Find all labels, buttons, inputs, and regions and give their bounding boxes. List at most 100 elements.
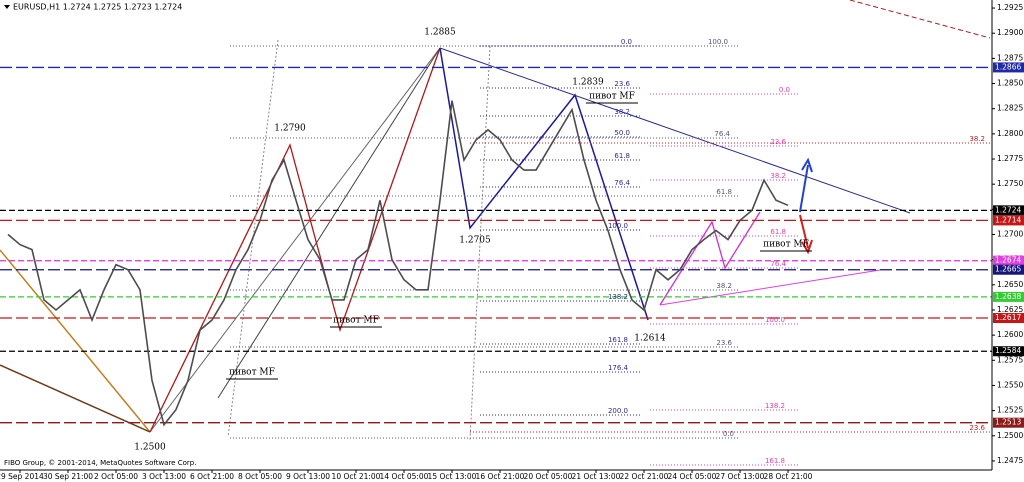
x-tick-label: 21 Oct 13:00: [572, 472, 621, 481]
y-tick-label: 1.2750: [997, 179, 1023, 188]
fib-label: 61.8: [614, 152, 630, 160]
y-tick-label: 1.2475: [997, 456, 1023, 465]
fib-label: 23.6: [614, 80, 630, 88]
plot: [7, 100, 789, 427]
fib-label: 76.4: [770, 260, 786, 268]
trend-line: [149, 47, 441, 433]
fib-label: 100.0: [608, 222, 628, 230]
y-tick-label: 1.2625: [997, 305, 1023, 314]
price-axis-bg: [992, 0, 1024, 482]
y-tick-label: 1.2800: [997, 129, 1023, 138]
price-line: [7, 100, 789, 427]
y-tick-label: 1.2650: [997, 280, 1023, 289]
copyright: FIBO Group, © 2001-2014, MetaQuotes Soft…: [4, 459, 196, 467]
y-tick-label: 1.2525: [997, 406, 1023, 415]
fibs: 0.0 23.6 38.2 50.0 61.8 76.4 100.0 138.2 161.8 17…: [230, 38, 992, 466]
zigzag: [149, 47, 441, 433]
fib-line: [469, 45, 491, 441]
annotation: пивот MF: [229, 368, 275, 378]
trend-line: [0, 249, 151, 433]
x-tick-label: 27 Oct 13:00: [716, 472, 765, 481]
y-tick-label: 1.2875: [997, 53, 1023, 62]
annotation: пивот MF: [589, 92, 635, 102]
trend-line: [217, 47, 441, 399]
fib-label: 200.0: [608, 407, 628, 415]
x-tick-label: 24 Oct 05:00: [668, 472, 717, 481]
x-tick-label: 22 Oct 21:00: [620, 472, 669, 481]
fib-label: 38.2: [969, 135, 985, 143]
fib-label: 100.0: [708, 38, 728, 46]
level-label: 1.2584: [995, 346, 1021, 355]
fib-label: 0.0: [779, 86, 790, 94]
annotation: 1.2705: [459, 236, 491, 246]
menu-triangle: [4, 5, 10, 9]
level-box: [993, 62, 1024, 73]
level-box: [993, 346, 1024, 357]
fib-label: 138.2: [608, 293, 628, 301]
fib-label: 76.4: [714, 130, 730, 138]
fib-label: 38.2: [716, 282, 732, 290]
annotation: 1.2500: [134, 443, 166, 453]
annotation: 1.2790: [274, 124, 306, 134]
fib-label: 50.0: [614, 129, 630, 137]
level-label: 1.2724: [995, 205, 1021, 214]
y-tick-label: 1.2500: [997, 431, 1023, 440]
trend-line: [439, 47, 911, 214]
fib-label: 138.2: [765, 402, 785, 410]
trend-line: [659, 269, 881, 306]
y-tick-label: 1.2575: [997, 355, 1023, 364]
level-box: [993, 205, 1024, 216]
y-tick-label: 1.2825: [997, 104, 1023, 113]
level-label: 1.2866: [995, 62, 1021, 71]
level-label: 1.2638: [995, 292, 1021, 301]
level-box: [993, 255, 1024, 266]
fib-label: 76.4: [614, 179, 630, 187]
trend-line: [849, 0, 991, 39]
arrow-head: [801, 239, 813, 255]
levels: [0, 66, 992, 424]
annotation: 1.2614: [634, 334, 666, 344]
fib-label: 23.6: [770, 138, 786, 146]
annotation: 1.2885: [424, 28, 456, 38]
x-tick-label: 8 Oct 05:00: [238, 472, 282, 481]
annotation: 1.2839: [572, 78, 604, 88]
x-tick-label: 6 Oct 21:00: [190, 472, 234, 481]
y-tick-label: 1.2850: [997, 79, 1023, 88]
axes: 1.2475 1.2500 1.2525 1.2550 1.2575 1.2600 1.26…: [0, 3, 1024, 481]
fib-label: 0.0: [723, 430, 734, 438]
x-tick-label: 9 Oct 13:00: [286, 472, 330, 481]
arrow-head: [801, 157, 813, 173]
fib-label: 61.8: [770, 228, 786, 236]
chart-title: EURUSD,H1 1.2724 1.2725 1.2723 1.2724: [13, 3, 182, 12]
fib-label: 38.2: [614, 108, 630, 116]
fib-label: 61.8: [716, 188, 732, 196]
fib-label: 0.0: [621, 38, 632, 46]
x-tick-label: 20 Oct 05:00: [524, 472, 573, 481]
y-tick-label: 1.2600: [997, 330, 1023, 339]
x-tick-label: 30 Sep 21:00: [43, 472, 93, 481]
level-box: [993, 291, 1024, 302]
x-tick-label: 3 Oct 13:00: [142, 472, 186, 481]
level-box: [993, 417, 1024, 428]
fib-label: 176.4: [608, 364, 629, 372]
x-tick-label: 29 Sep 2014: [0, 472, 44, 481]
fib-label: 100.0: [765, 316, 785, 324]
x-tick-label: 16 Oct 21:00: [476, 472, 525, 481]
level-label: 1.2674: [995, 256, 1021, 265]
x-tick-label: 10 Oct 21:00: [332, 472, 381, 481]
y-tick-label: 1.2700: [997, 229, 1023, 238]
trend-line: [0, 364, 151, 433]
x-tick-label: 2 Oct 05:00: [94, 472, 138, 481]
x-tick-label: 14 Oct 05:00: [380, 472, 429, 481]
y-tick-label: 1.2925: [997, 3, 1023, 12]
y-tick-label: 1.2550: [997, 380, 1023, 389]
fib-label: 161.8: [608, 336, 628, 344]
y-tick-label: 1.2775: [997, 154, 1023, 163]
fib-label: 23.6: [716, 339, 732, 347]
level-box: [993, 313, 1024, 324]
y-tick-label: 1.2900: [997, 28, 1023, 37]
level-label: 1.2665: [995, 265, 1021, 274]
annotations: 1.2885 1.2839 1.2790 1.2705 1.2614 1.2500 пиво…: [134, 28, 812, 453]
